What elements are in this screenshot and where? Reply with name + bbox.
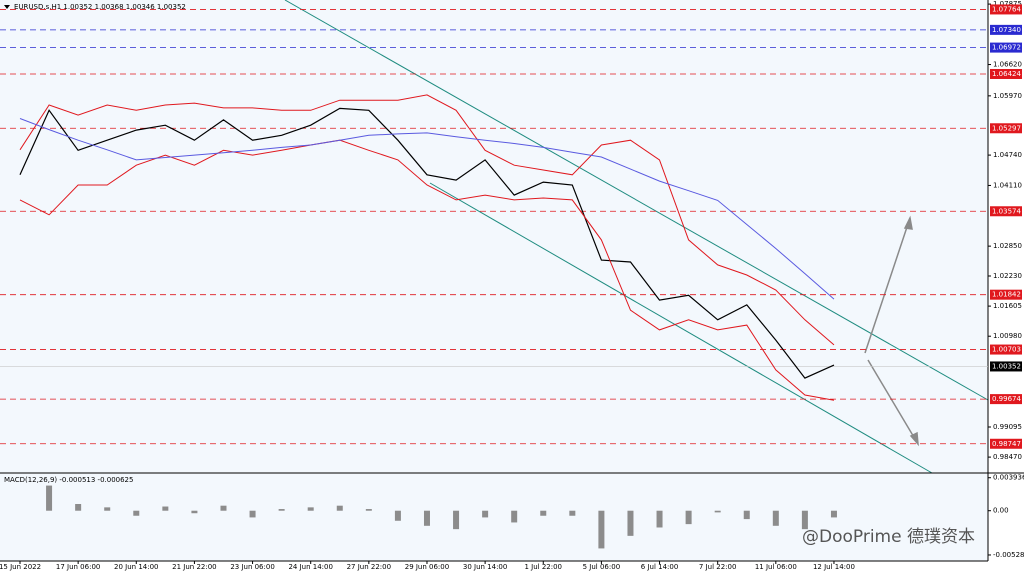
current-price-box <box>990 361 1022 372</box>
x-tick-label: 15 Jun 2022 <box>0 563 41 571</box>
menu-icon[interactable] <box>4 5 10 9</box>
y-tick-label: 0.99095 <box>993 423 1022 431</box>
macd-bar <box>365 509 372 511</box>
y-tick-label: 1.02850 <box>993 242 1022 250</box>
level-label-box <box>990 24 1022 35</box>
macd-bar <box>656 510 663 528</box>
x-tick-label: 21 Jun 22:00 <box>172 563 216 571</box>
level-label-box <box>990 42 1022 53</box>
macd-bar <box>307 507 314 511</box>
y-tick-label: 0.98470 <box>993 453 1022 461</box>
y-tick-label: 0.003936 <box>993 474 1024 482</box>
y-tick-label: 0.00 <box>993 507 1009 515</box>
macd-bar <box>394 510 401 521</box>
indicator-line <box>19 118 835 300</box>
level-label: 1.06424 <box>992 70 1021 78</box>
level-label: 0.98747 <box>992 440 1021 448</box>
level-label-box <box>990 438 1022 449</box>
level-label: 0.99674 <box>992 395 1021 403</box>
watermark: @DooPrime 德璞资本 <box>802 527 975 547</box>
macd-bar <box>627 510 634 536</box>
macd-bar <box>482 510 489 518</box>
y-tick-label: 1.06620 <box>993 61 1022 69</box>
macd-bar <box>423 510 430 526</box>
y-tick-label: 1.04110 <box>993 181 1022 189</box>
macd-bar <box>133 510 140 516</box>
x-tick-label: 29 Jun 06:00 <box>405 563 449 571</box>
current-price-label: 1.00352 <box>992 362 1021 370</box>
level-label-box <box>990 344 1022 355</box>
x-tick-label: 24 Jun 14:00 <box>288 563 332 571</box>
macd-bar <box>598 510 605 549</box>
y-tick-label: 1.07875 <box>993 0 1022 8</box>
y-tick-label: -0.005281 <box>993 551 1024 559</box>
macd-bar <box>743 510 750 520</box>
macd-bar <box>75 504 82 511</box>
macd-bar <box>162 506 169 511</box>
arrow-down <box>867 359 919 445</box>
macd-bar <box>801 510 808 530</box>
y-tick-label: 1.04740 <box>993 151 1022 159</box>
y-tick-label: 1.02230 <box>993 272 1022 280</box>
level-label-box <box>990 206 1022 217</box>
level-label: 1.05297 <box>992 124 1021 132</box>
y-tick-label: 1.01605 <box>993 302 1022 310</box>
arrow-head <box>909 431 919 447</box>
projection-arrows <box>864 215 919 447</box>
macd-bar <box>336 505 343 511</box>
y-tick-label: 1.00980 <box>993 332 1022 340</box>
macd-bar <box>511 510 518 523</box>
macd-bar <box>540 510 547 516</box>
macd-bar <box>220 505 227 511</box>
macd-bar <box>278 509 285 511</box>
macd-bar <box>104 507 111 511</box>
price-line <box>19 107 835 379</box>
x-tick-label: 17 Jun 06:00 <box>56 563 100 571</box>
y-tick-label: 1.05970 <box>993 92 1022 100</box>
macd-bar <box>685 510 692 525</box>
x-tick-label: 30 Jun 14:00 <box>463 563 507 571</box>
indicator-title: MACD(12,26,9) -0.000513 -0.000625 <box>4 476 133 484</box>
level-label-box <box>990 289 1022 300</box>
macd-bar <box>830 510 837 518</box>
x-tick-label: 5 Jul 06:00 <box>583 563 621 571</box>
x-tick-label: 27 Jun 22:00 <box>347 563 391 571</box>
level-label-box <box>990 394 1022 405</box>
arrow-up <box>864 217 911 354</box>
level-label: 1.07340 <box>992 26 1021 34</box>
macd-bar <box>772 510 779 526</box>
level-label: 1.06972 <box>992 44 1021 52</box>
macd-bar <box>569 510 576 516</box>
x-tick-label: 7 Jul 22:00 <box>699 563 737 571</box>
x-tick-label: 12 Jul 14:00 <box>813 563 855 571</box>
level-label: 1.07764 <box>992 5 1021 13</box>
macd-bar <box>46 485 53 511</box>
level-label: 1.03574 <box>992 207 1021 215</box>
x-tick-label: 20 Jun 14:00 <box>114 563 158 571</box>
x-tick-label: 1 Jul 22:00 <box>524 563 562 571</box>
macd-bar <box>249 510 256 518</box>
x-tick-label: 6 Jul 14:00 <box>641 563 679 571</box>
indicator-line <box>19 94 835 346</box>
macd-bar <box>714 510 721 513</box>
channel-lower <box>429 182 933 474</box>
level-label-box <box>990 4 1022 15</box>
level-label-box <box>990 68 1022 79</box>
chart-title: EURUSD.s,H1 1.00352 1.00368 1.00346 1.00… <box>14 3 186 11</box>
macd-bar <box>453 510 460 530</box>
level-label: 1.00703 <box>992 346 1021 354</box>
macd-bar <box>191 510 198 514</box>
level-label-box <box>990 123 1022 134</box>
plot-background <box>0 0 988 561</box>
x-tick-label: 23 Jun 06:00 <box>230 563 274 571</box>
arrow-head <box>903 215 913 230</box>
x-tick-label: 11 Jul 06:00 <box>755 563 797 571</box>
level-label: 1.01842 <box>992 291 1021 299</box>
